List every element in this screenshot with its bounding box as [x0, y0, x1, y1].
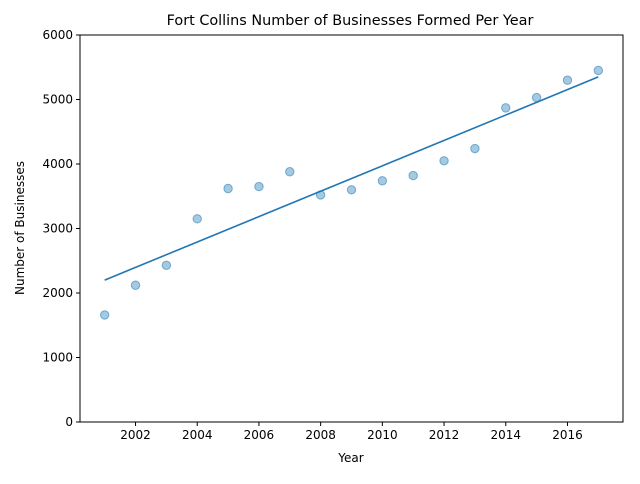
y-tick-label: 5000 — [42, 93, 73, 107]
scatter-point — [192, 214, 202, 224]
y-tick-label: 6000 — [42, 28, 73, 42]
scatter-point — [161, 260, 172, 270]
trend-line — [104, 76, 599, 281]
x-tick-label: 2004 — [182, 428, 213, 442]
chart-title: Fort Collins Number of Businesses Formed… — [167, 13, 534, 29]
scatter-point — [501, 103, 511, 113]
y-tick-label: 3000 — [42, 222, 73, 236]
y-tick-label: 4000 — [42, 157, 73, 171]
plot-area: 2002 2004 2006 2008 2010 2012 2014 2016 0 1000 200… — [42, 28, 604, 442]
scatter-point — [130, 280, 141, 290]
x-axis-label: Year — [337, 451, 363, 465]
scatter-point — [377, 176, 388, 186]
y-axis-label: Number of Businesses — [13, 161, 27, 295]
scatter-point — [285, 167, 295, 177]
plot-frame — [79, 34, 624, 423]
y-tick-label: 0 — [65, 415, 73, 429]
scatter-point — [470, 143, 480, 154]
x-tick-label: 2002 — [120, 428, 151, 442]
x-tick-label: 2012 — [429, 428, 460, 442]
scatter-point — [223, 183, 233, 194]
scatter-point — [254, 181, 264, 192]
scatter-point — [593, 65, 604, 76]
scatter-point — [346, 185, 357, 195]
y-tick-label: 2000 — [42, 286, 73, 300]
scatter-point — [408, 170, 418, 181]
x-tick-label: 2006 — [244, 428, 275, 442]
x-tick-label: 2016 — [552, 428, 583, 442]
scatter-point — [562, 75, 573, 85]
x-tick-label: 2010 — [367, 428, 398, 442]
x-tick-label: 2014 — [490, 428, 521, 442]
x-tick-label: 2008 — [305, 428, 336, 442]
scatter-point — [99, 310, 110, 320]
scatter-point — [439, 156, 449, 166]
y-tick-label: 1000 — [42, 351, 73, 365]
